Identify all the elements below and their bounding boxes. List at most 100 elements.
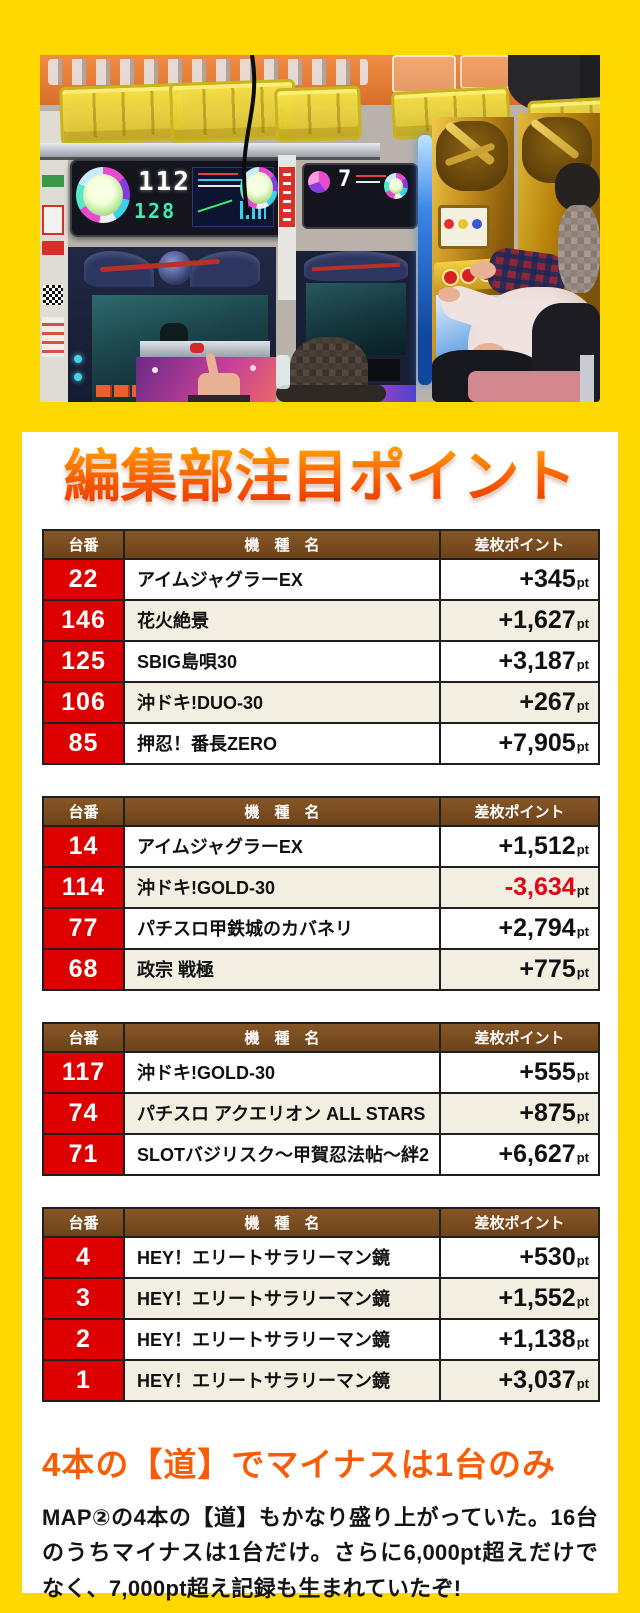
machine-name-cell: アイムジャグラーEX [123, 824, 441, 868]
table-row: 71 SLOTバジリスク～甲賀忍法帖～絆2 +6,627pt [42, 1132, 600, 1176]
points-unit: pt [576, 697, 589, 713]
photo-counter-bottom: 128 [134, 199, 177, 223]
photo-hair-dark [555, 163, 600, 211]
header-points: 差枚ポイント [439, 1021, 600, 1053]
points-unit: pt [576, 574, 589, 590]
photo-lamp-left [76, 167, 130, 223]
photo-lamp-green-small [384, 173, 408, 199]
points-cell: -3,634pt [439, 865, 600, 909]
table-row: 74 パチスロ アクエリオン ALL STARS +875pt [42, 1091, 600, 1135]
unit-number-cell: 125 [42, 639, 125, 683]
machine-name-cell: パチスロ アクエリオン ALL STARS [123, 1091, 441, 1135]
photo-sticker-green [42, 175, 64, 187]
photo-art-sparkle [250, 365, 256, 371]
points-cell: +775pt [439, 947, 600, 991]
points-value: -3,634 [504, 872, 576, 901]
parlor-photo: 112 128 7 [40, 55, 600, 402]
header-machine-name: 機 種 名 [123, 528, 441, 560]
points-table: 台番機 種 名差枚ポイント 22 アイムジャグラーEX +345pt 146 花火絶景 +1… [42, 528, 600, 765]
photo-cable [241, 55, 257, 216]
points-unit: pt [576, 656, 589, 672]
machine-name-cell: 沖ドキ!GOLD-30 [123, 865, 441, 909]
photo-plaid-hand [470, 261, 496, 279]
points-cell: +875pt [439, 1091, 600, 1135]
photo-shoulder-bottom [276, 385, 386, 402]
machine-name-cell: HEY！エリートサラリーマン鏡 [123, 1235, 441, 1279]
points-cell: +267pt [439, 680, 600, 724]
unit-number-cell: 74 [42, 1091, 125, 1135]
points-value: +3,037 [498, 1365, 576, 1394]
unit-number-cell: 1 [42, 1358, 125, 1402]
unit-number-cell: 22 [42, 557, 125, 601]
points-unit: pt [576, 882, 589, 898]
content-card: 編集部注目ポイント 台番機 種 名差枚ポイント 22 アイムジャグラーEX +345p… [22, 432, 618, 1601]
unit-number-cell: 146 [42, 598, 125, 642]
photo-sweater-hand [438, 287, 460, 302]
header-unit-no: 台番 [42, 528, 125, 560]
table-row: 1 HEY！エリートサラリーマン鏡 +3,037pt [42, 1358, 600, 1402]
points-value: +555 [519, 1057, 576, 1086]
table-row: 3 HEY！エリートサラリーマン鏡 +1,552pt [42, 1276, 600, 1320]
photo-deck-button [442, 269, 459, 286]
footer-heading: 4本の【道】でマイナスは1台のみ [42, 1445, 557, 1483]
points-value: +1,138 [498, 1324, 576, 1353]
photo-counter-top: 112 [138, 167, 191, 197]
header-points: 差枚ポイント [439, 795, 600, 827]
table-row: 14 アイムジャグラーEX +1,512pt [42, 824, 600, 868]
photo-ornament-orb [158, 251, 192, 285]
points-value: +3,187 [498, 646, 576, 675]
points-value: +875 [519, 1098, 576, 1127]
photo-counter-center: 7 [338, 167, 354, 192]
photo-screen-line [198, 173, 238, 175]
points-cell: +1,627pt [439, 598, 600, 642]
points-unit: pt [576, 615, 589, 631]
unit-number-cell: 14 [42, 824, 125, 868]
unit-number-cell: 106 [42, 680, 125, 724]
unit-number-cell: 4 [42, 1235, 125, 1279]
header-machine-name: 機 種 名 [123, 1021, 441, 1053]
photo-chair-leg [580, 355, 594, 402]
machine-name-cell: パチスロ甲鉄城のカバネリ [123, 906, 441, 950]
photo-bottle [276, 355, 290, 389]
points-value: +2,794 [498, 913, 576, 942]
machine-name-cell: 押忍！番長ZERO [123, 721, 441, 765]
header-points: 差枚ポイント [439, 528, 600, 560]
machine-name-cell: SBIG島唄30 [123, 639, 441, 683]
page-title: 編集部注目ポイント [42, 446, 598, 509]
points-cell: +530pt [439, 1235, 600, 1279]
table-row: 77 パチスロ甲鉄城のカバネリ +2,794pt [42, 906, 600, 950]
photo-sticker-qr [43, 285, 63, 305]
points-cell: +6,627pt [439, 1132, 600, 1176]
table-row: 106 沖ドキ!DUO-30 +267pt [42, 680, 600, 724]
photo-screen-line [198, 179, 250, 181]
header-unit-no: 台番 [42, 1021, 125, 1053]
points-unit: pt [576, 923, 589, 939]
header-machine-name: 機 種 名 [123, 1206, 441, 1238]
photo-screen-line [356, 175, 386, 177]
photo-sticker-red [42, 241, 64, 255]
photo-blurred-face-right [558, 205, 600, 293]
header-unit-no: 台番 [42, 1206, 125, 1238]
points-table: 台番機 種 名差枚ポイント 117 沖ドキ!GOLD-30 +555pt 74 パチスロ … [42, 1021, 600, 1176]
points-unit: pt [576, 964, 589, 980]
machine-name-cell: 花火絶景 [123, 598, 441, 642]
points-value: +1,512 [498, 831, 576, 860]
points-cell: +2,794pt [439, 906, 600, 950]
footer-body: MAP②の4本の【道】もかなり盛り上がっていた。16台のうちマイナスは1台だけ。… [42, 1504, 598, 1601]
table-row: 146 花火絶景 +1,627pt [42, 598, 600, 642]
points-unit: pt [576, 738, 589, 754]
photo-chair-seat [468, 371, 588, 402]
points-unit: pt [576, 1149, 589, 1165]
photo-sleeve-dark [188, 395, 250, 402]
machine-name-cell: アイムジャグラーEX [123, 557, 441, 601]
unit-number-cell: 77 [42, 906, 125, 950]
points-cell: +1,552pt [439, 1276, 600, 1320]
points-value: +1,552 [498, 1283, 576, 1312]
points-cell: +345pt [439, 557, 600, 601]
photo-side-button [74, 373, 82, 381]
photo-reel-symbol [472, 219, 482, 229]
points-value: +530 [519, 1242, 576, 1271]
table-row: 125 SBIG島唄30 +3,187pt [42, 639, 600, 683]
points-value: +267 [519, 687, 576, 716]
points-value: +345 [519, 564, 576, 593]
